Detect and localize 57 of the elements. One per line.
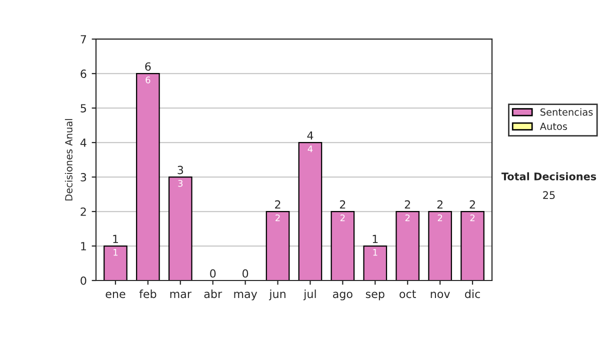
data-label: 2 [470, 214, 474, 222]
x-tick-label: jul [303, 290, 316, 300]
bar [396, 210, 420, 280]
x-tick-label: oct [400, 290, 416, 298]
data-label: 2 [340, 214, 345, 222]
total-label: 2 [275, 200, 280, 209]
total-label: 4 [307, 131, 314, 140]
y-tick-label: 2 [80, 208, 86, 216]
bar [136, 73, 160, 280]
y-tick-label: 5 [80, 104, 86, 112]
data-label: 3 [178, 180, 183, 187]
y-tick-label: 7 [80, 35, 86, 44]
x-tick-label: abr [204, 290, 222, 298]
total-label: 2 [340, 200, 346, 209]
bar [266, 210, 290, 280]
x-tick-label: sep [366, 292, 384, 300]
x-tick-label: mar [170, 292, 192, 298]
y-tick-label: 3 [80, 173, 86, 182]
bar [298, 142, 322, 280]
x-tick-label: nov [430, 292, 450, 298]
data-label: 4 [308, 146, 313, 152]
bar [168, 176, 192, 280]
x-tick-label: may [234, 292, 258, 300]
total-label: 3 [178, 166, 184, 174]
total-label: 0 [210, 269, 216, 278]
bar [363, 245, 388, 280]
bar [460, 210, 484, 280]
y-axis-title: Decisiones Anual [64, 119, 72, 200]
total-label: 2 [470, 200, 475, 209]
x-tick-label: jun [268, 290, 286, 300]
bar [428, 210, 452, 280]
x-tick-label: ago [333, 292, 352, 300]
total-label: 6 [145, 62, 151, 71]
y-tick-label: 6 [80, 70, 86, 78]
total-label: 0 [242, 269, 248, 278]
total-label: 1 [113, 234, 118, 244]
bar [330, 210, 355, 280]
bar [104, 245, 128, 280]
y-tick-label: 1 [81, 242, 86, 250]
data-label: 1 [114, 249, 118, 256]
data-label: 2 [405, 214, 410, 222]
x-tick-label: dic [465, 290, 480, 298]
data-label: 1 [373, 249, 378, 256]
text: 25 [543, 191, 555, 200]
total-label: 1 [372, 234, 378, 244]
data-label: 2 [438, 214, 442, 222]
legend-label: Sentencias [540, 108, 593, 116]
x-tick-label: ene [106, 292, 126, 298]
total-label: 2 [437, 200, 442, 209]
x-tick-label: feb [139, 290, 156, 298]
y-tick-label: 4 [80, 138, 86, 147]
total-label: 2 [404, 200, 410, 209]
data-label: 2 [276, 214, 280, 222]
data-label: 6 [146, 76, 150, 84]
text: Total Decisiones [501, 172, 596, 180]
y-tick-label: 0 [80, 276, 86, 285]
legend-label: Autos [540, 122, 568, 130]
